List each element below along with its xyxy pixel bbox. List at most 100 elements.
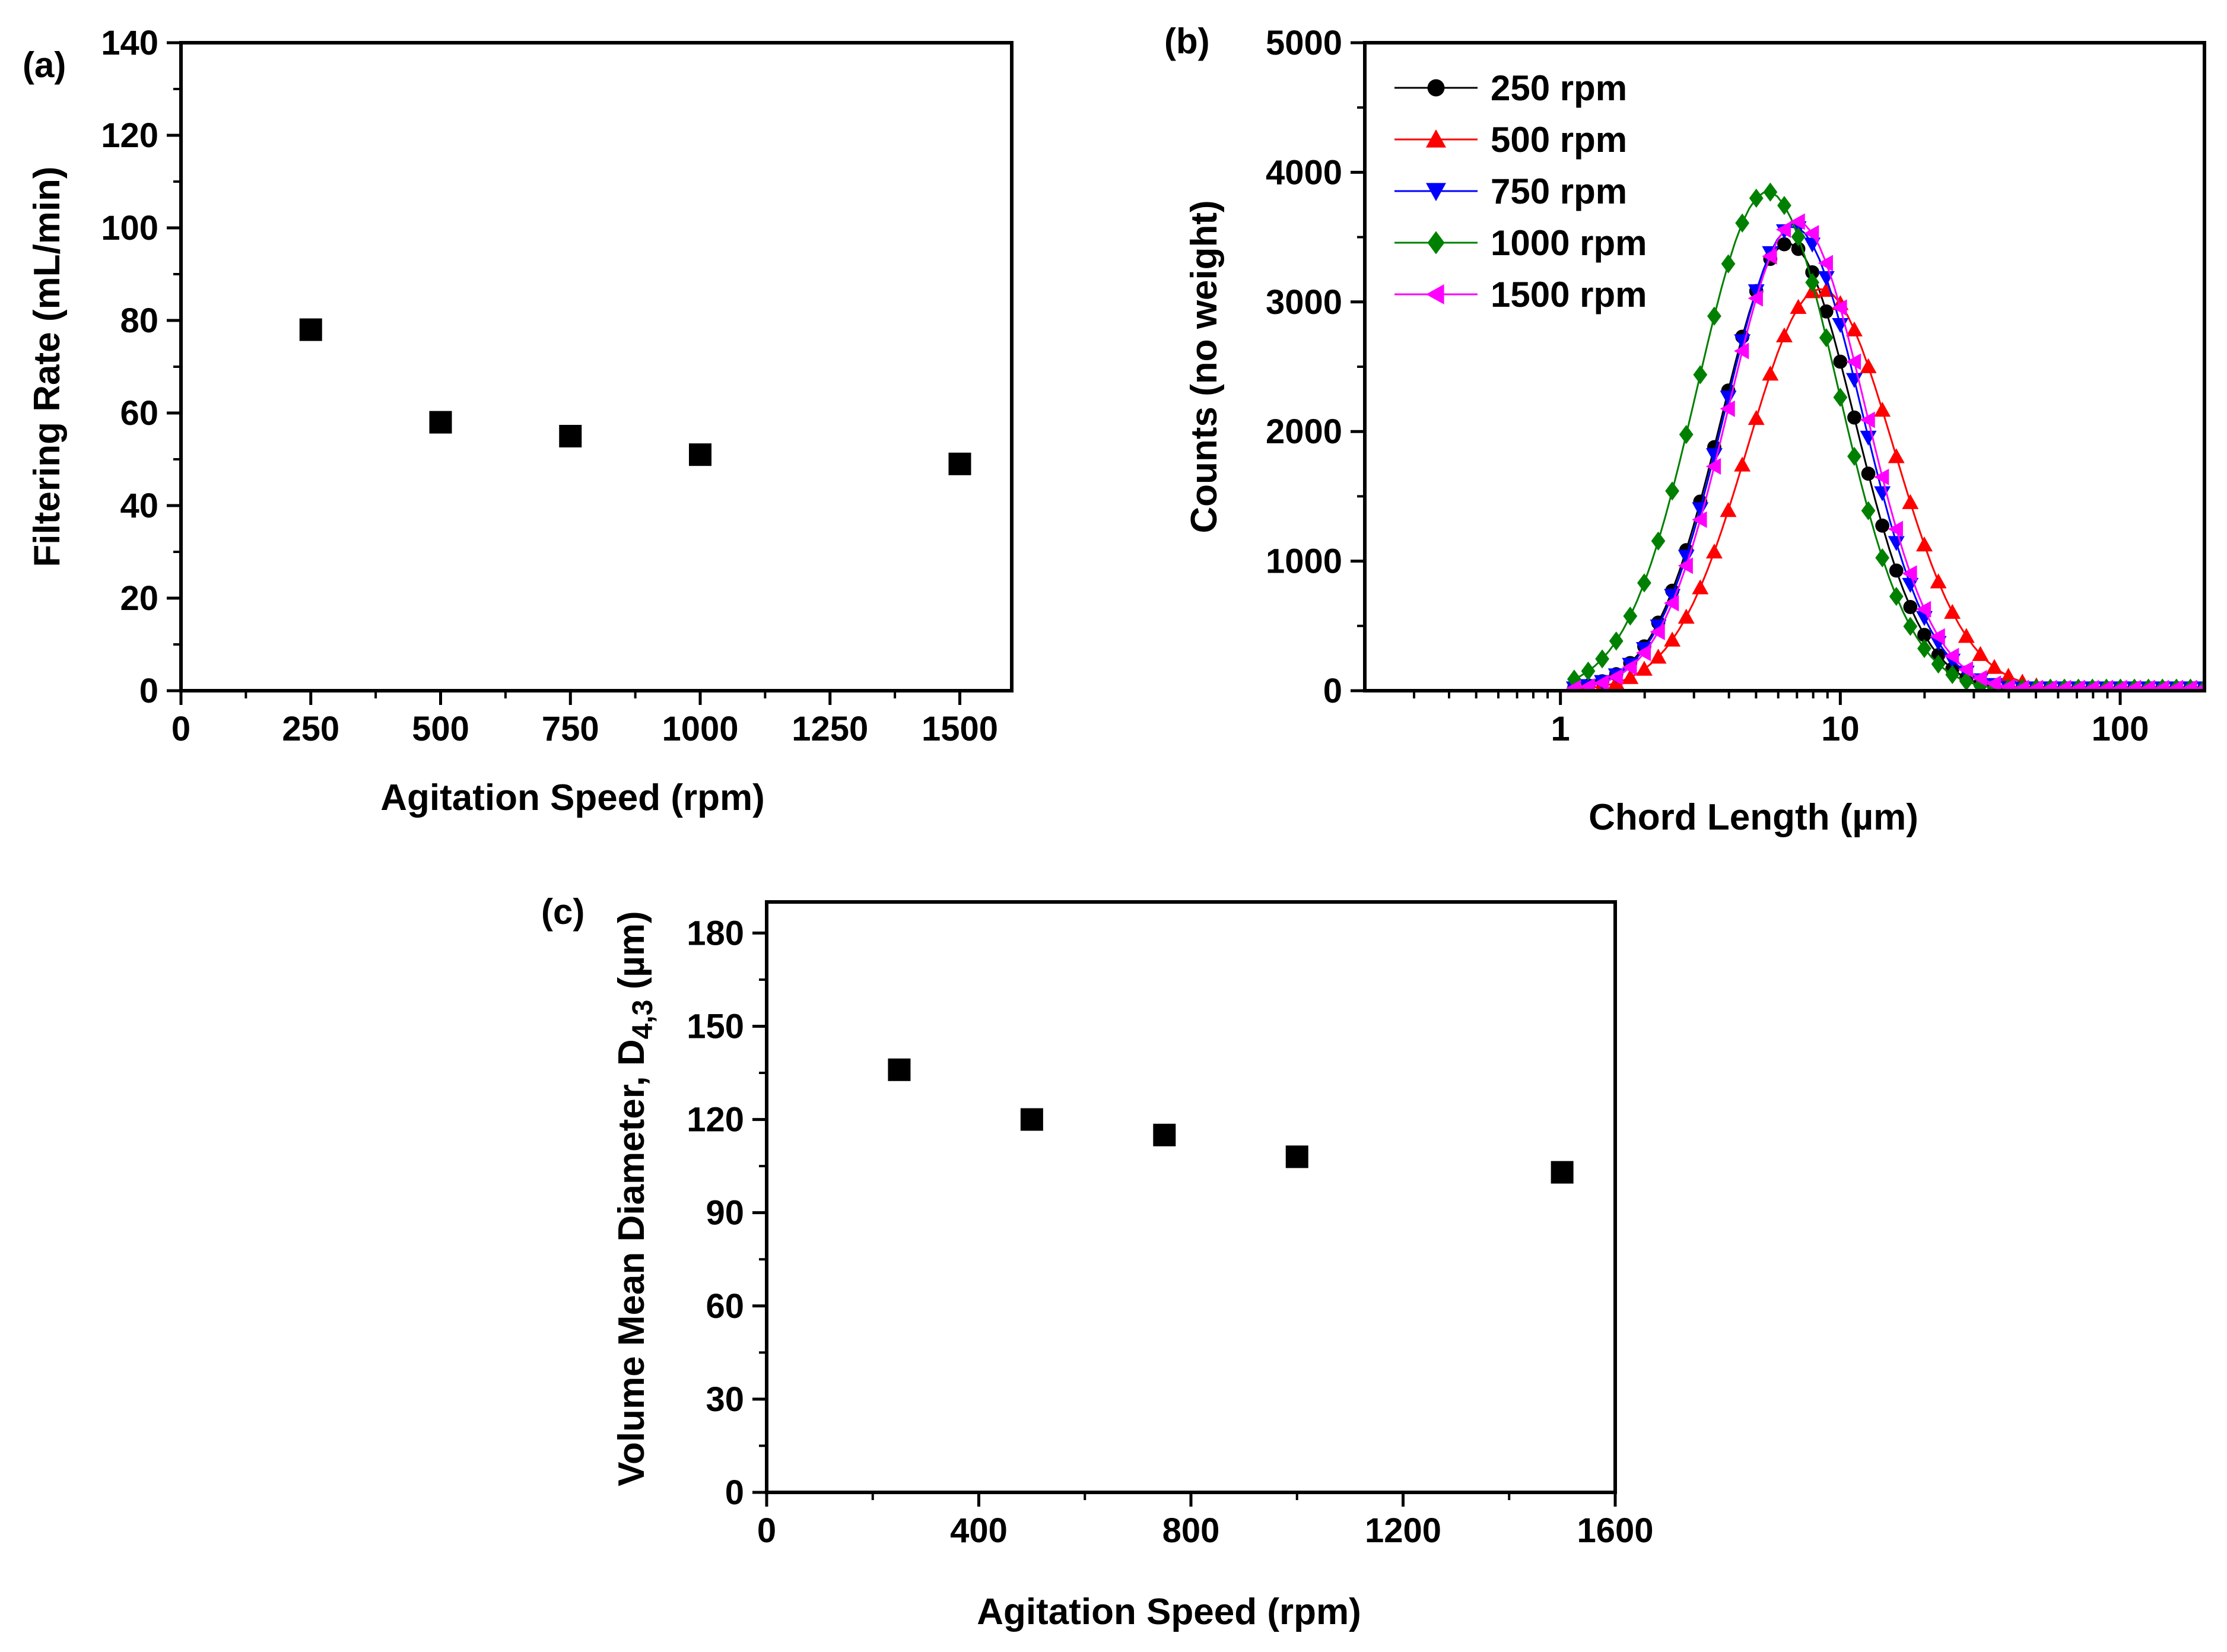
series-marker: [2098, 679, 2113, 691]
panel-c-x-axis-title: Agitation Speed (rpm): [977, 1591, 1361, 1632]
series-marker: [1985, 675, 2002, 691]
series-marker: [2084, 679, 2099, 691]
series-marker: [1721, 254, 1736, 274]
series-marker: [1637, 573, 1651, 593]
panel-c-plot-frame: [765, 900, 1617, 1494]
series-marker: [1775, 221, 1791, 238]
series-line: [1574, 243, 2204, 690]
panel-c-y-axis-title-main: Volume Mean Diameter, D: [611, 1039, 652, 1486]
series-marker: [1791, 227, 1806, 247]
series-marker: [1567, 669, 1581, 689]
series-marker: [1622, 669, 1639, 684]
series-marker: [2042, 679, 2057, 691]
legend-label: 250 rpm: [1491, 68, 1627, 108]
series-marker: [1705, 543, 1723, 559]
series-marker: [1664, 631, 1681, 647]
series-marker: [1707, 306, 1721, 326]
series-marker: [1889, 563, 1904, 578]
series-marker: [1819, 304, 1834, 319]
series-marker: [1917, 628, 1931, 642]
y-tick-label: 5000: [1266, 24, 1342, 62]
y-tick-label: 120: [101, 116, 158, 155]
y-tick-label: 150: [687, 1007, 744, 1046]
x-tick-label: 500: [412, 710, 469, 748]
y-tick-label: 20: [120, 579, 158, 618]
panel-c-data-points: [888, 1058, 1574, 1184]
series-marker: [1845, 321, 1863, 336]
series-marker: [1915, 536, 1933, 552]
x-tick-label: 0: [757, 1511, 776, 1550]
series-marker: [1833, 387, 1848, 407]
series-marker: [1888, 536, 1905, 551]
legend-marker: [1427, 231, 1445, 255]
series-marker: [1763, 182, 1778, 202]
series-marker: [1832, 299, 1847, 316]
series-marker: [1650, 623, 1665, 640]
series-marker: [1860, 411, 1875, 428]
series-marker: [1665, 481, 1680, 501]
series-marker: [1678, 557, 1693, 574]
x-tick-label: 1200: [1365, 1511, 1441, 1550]
series-marker: [2112, 679, 2127, 691]
series-1500-rpm: [1565, 213, 2204, 691]
series-marker: [2000, 678, 2015, 691]
x-tick-label: 10: [1821, 710, 1860, 748]
series-marker: [1734, 342, 1749, 360]
series-marker: [2126, 679, 2142, 691]
y-tick-label: 0: [139, 672, 158, 710]
panel-b-series: [1565, 182, 2204, 691]
series-marker: [1720, 400, 1735, 417]
series-marker: [1607, 668, 1623, 685]
x-tick-label: 800: [1162, 1511, 1220, 1550]
series-marker: [1915, 601, 1931, 618]
series-marker: [2028, 679, 2043, 691]
panel-c-y-axis-title: Volume Mean Diameter, D4,3 (µm): [611, 911, 659, 1486]
series-marker: [1805, 272, 1820, 293]
series-marker: [1903, 617, 1918, 636]
panel-c-label: (c): [541, 892, 584, 932]
series-marker: [1888, 520, 1903, 538]
panel-a-filtering-rate-chart: 0 250 500 750 1000 1250 1500 0 20 40 60 80 100 120 140…: [23, 24, 1014, 818]
x-tick-label: 1000: [662, 710, 738, 748]
panel-c-ticks: 0 400 800 1200 1600 0 30 60 90 120 150 180: [687, 914, 1653, 1550]
series-marker: [1622, 659, 1637, 676]
x-tick-label: 100: [2092, 710, 2149, 748]
series-marker: [1678, 608, 1695, 624]
data-point: [888, 1058, 911, 1081]
panel-c-volume-mean-diameter-chart: 0 400 800 1200 1600 0 30 60 90 120 150 180 (c) Agit…: [541, 892, 1654, 1632]
series-marker: [1679, 425, 1694, 444]
series-marker: [1972, 670, 1987, 687]
series-marker: [1790, 213, 1805, 230]
series-marker: [1720, 502, 1737, 517]
series-marker: [1748, 284, 1765, 300]
series-marker: [1635, 660, 1653, 676]
series-marker: [1875, 518, 1890, 533]
series-marker: [1930, 573, 1947, 589]
series-marker: [1845, 353, 1861, 370]
panel-a-y-axis-title: Filtering Rate (mL/min): [27, 166, 68, 567]
series-marker: [2056, 679, 2072, 691]
series-marker: [1650, 649, 1667, 664]
y-tick-label: 1000: [1266, 542, 1342, 581]
y-tick-label: 140: [101, 24, 158, 62]
series-marker: [1749, 188, 1764, 208]
series-marker: [1819, 328, 1834, 348]
series-line: [1574, 220, 2204, 690]
series-marker: [1580, 678, 1595, 691]
series-marker: [1888, 448, 1905, 463]
series-marker: [2000, 668, 2017, 683]
data-point: [559, 425, 582, 447]
series-marker: [2196, 683, 2204, 691]
series-marker: [1931, 655, 1946, 674]
series-marker: [2140, 679, 2155, 691]
data-point: [1020, 1108, 1043, 1131]
series-marker: [1874, 401, 1891, 417]
x-tick-label: 1250: [792, 710, 868, 748]
series-marker: [1775, 327, 1793, 342]
series-marker: [1917, 638, 1931, 658]
series-marker: [1860, 358, 1877, 373]
series-marker: [1945, 665, 1960, 684]
panel-a-ticks: 0 250 500 750 1000 1250 1500 0 20 40 60 80 100 120 140: [101, 24, 998, 748]
